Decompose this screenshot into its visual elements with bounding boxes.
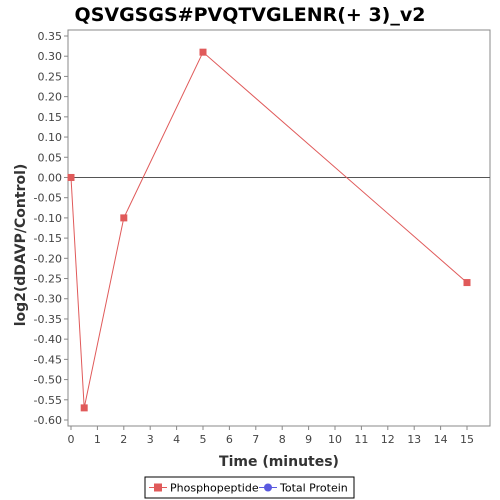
data-point xyxy=(199,48,207,56)
y-tick-label: -0.30 xyxy=(34,293,62,306)
y-tick-label: -0.35 xyxy=(34,313,62,326)
plot-area xyxy=(67,29,491,427)
x-axis-label: Time (minutes) xyxy=(219,454,339,470)
x-tick-label: 2 xyxy=(120,433,127,446)
x-tick-label: 0 xyxy=(68,433,75,446)
y-tick-label: -0.15 xyxy=(34,232,62,245)
y-tick-label: -0.10 xyxy=(34,212,62,225)
y-tick-label: -0.20 xyxy=(34,252,62,265)
data-point xyxy=(80,404,88,412)
x-tick-label: 9 xyxy=(305,433,312,446)
x-axis-ticks: 0 1 2 3 4 5 6 7 8 9 10 11 12 13 14 15 xyxy=(68,426,474,446)
y-tick-label: -0.60 xyxy=(34,414,62,427)
x-tick-label: 8 xyxy=(279,433,286,446)
legend-box xyxy=(144,476,355,499)
series-layer xyxy=(67,48,471,412)
x-tick-label: 10 xyxy=(328,433,342,446)
legend: Phosphopeptide Total Protein xyxy=(144,476,355,499)
data-point xyxy=(120,214,128,222)
y-axis-ticks: 0.35 0.30 0.25 0.20 0.15 0.10 0.05 0.00 -0.05 -0.… xyxy=(34,30,68,427)
data-point xyxy=(67,173,75,181)
y-tick-label: 0.35 xyxy=(38,30,63,43)
y-tick-label: -0.50 xyxy=(34,374,62,387)
x-tick-label: 13 xyxy=(407,433,421,446)
chart-title: QSVGSGS#PVQTVGLENR(+ 3)_v2 xyxy=(75,4,426,26)
y-tick-label: 0.20 xyxy=(38,91,63,104)
x-tick-label: 5 xyxy=(200,433,207,446)
y-tick-label: -0.45 xyxy=(34,353,62,366)
x-tick-label: 7 xyxy=(252,433,259,446)
x-tick-label: 12 xyxy=(381,433,395,446)
y-tick-label: 0.30 xyxy=(38,50,63,63)
x-tick-label: 1 xyxy=(94,433,101,446)
x-tick-label: 6 xyxy=(226,433,233,446)
y-tick-label: 0.10 xyxy=(38,131,63,144)
y-tick-label: -0.25 xyxy=(34,273,62,286)
y-axis-label: log2(dDAVP/Control) xyxy=(13,164,29,327)
y-tick-label: 0.25 xyxy=(38,70,63,83)
y-tick-label: -0.05 xyxy=(34,192,62,205)
x-tick-label: 15 xyxy=(460,433,474,446)
x-tick-label: 4 xyxy=(173,433,180,446)
y-tick-label: -0.55 xyxy=(34,394,62,407)
y-tick-label: 0.15 xyxy=(38,111,63,124)
legend-marker-circle xyxy=(264,483,272,492)
y-tick-label: 0.05 xyxy=(38,151,63,164)
x-tick-label: 3 xyxy=(147,433,154,446)
legend-label: Total Protein xyxy=(279,482,348,495)
data-point xyxy=(463,279,471,287)
legend-label: Phosphopeptide xyxy=(170,482,259,495)
x-tick-label: 14 xyxy=(434,433,448,446)
legend-marker-square xyxy=(154,483,162,492)
y-tick-label: 0.00 xyxy=(38,171,63,184)
y-tick-label: -0.40 xyxy=(34,333,62,346)
x-tick-label: 11 xyxy=(354,433,368,446)
